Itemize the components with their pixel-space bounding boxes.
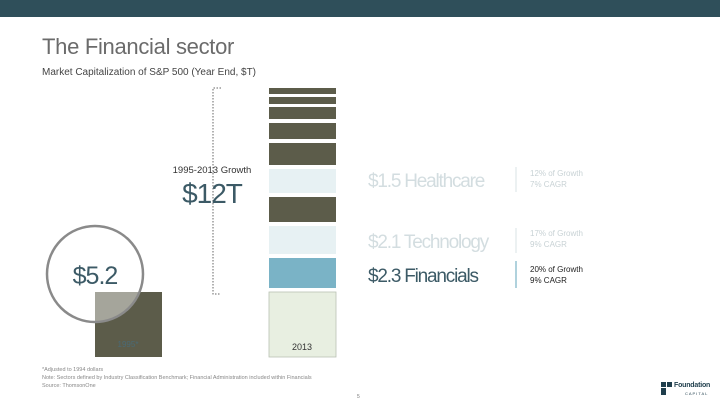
page-subtitle: Market Capitalization of S&P 500 (Year E… — [42, 67, 257, 78]
stack-segment — [269, 88, 336, 94]
logo-sub: CAPITAL — [685, 391, 709, 396]
foundation-capital-logo: Foundation CAPITAL — [661, 381, 713, 397]
logo-name: Foundation — [674, 382, 711, 389]
bar-2013-base — [268, 291, 337, 358]
base-1995-circle — [45, 224, 145, 324]
bar-2013-label: 2013 — [292, 342, 312, 352]
footnote-source: Source: ThomsonOne — [42, 383, 96, 389]
stack-segment-financials — [269, 258, 336, 288]
stack-segment — [269, 123, 336, 139]
footnote-note: Note: Sectors defined by Industry Classi… — [42, 375, 312, 381]
stack-segment — [269, 143, 336, 165]
stack-segment — [269, 107, 336, 119]
growth-bracket — [212, 87, 221, 295]
growth-label: 1995-2013 Growth — [173, 165, 252, 176]
growth-value: $12T — [182, 178, 243, 209]
page-title: The Financial sector — [42, 34, 235, 59]
stack-segment — [269, 197, 336, 222]
sector-value-healthcare: $1.5 Healthcare — [368, 171, 485, 192]
page-number: 5 — [357, 394, 360, 400]
stack-segment — [269, 97, 336, 104]
sector-cagr-technology: 9% CAGR — [530, 240, 567, 249]
header-bar — [0, 0, 720, 17]
base-1995-value: $5.2 — [73, 262, 118, 290]
stack-segment-technology — [269, 226, 336, 254]
sector-cagr-financials: 9% CAGR — [530, 276, 567, 285]
sector-cagr-healthcare: 7% CAGR — [530, 180, 567, 189]
bar-1995-label: 1995* — [118, 340, 139, 349]
sector-value-technology: $2.1 Technology — [368, 232, 490, 253]
logo-mark-icon — [661, 382, 672, 395]
stack-segment-healthcare — [269, 169, 336, 193]
sector-value-financials: $2.3 Financials — [368, 266, 478, 287]
sector-growth-healthcare: 12% of Growth — [530, 169, 583, 178]
footnote-adjusted: *Adjusted to 1994 dollars — [42, 367, 104, 373]
bar-1995 — [95, 292, 162, 357]
sector-growth-technology: 17% of Growth — [530, 229, 583, 238]
sector-growth-financials: 20% of Growth — [530, 265, 583, 274]
